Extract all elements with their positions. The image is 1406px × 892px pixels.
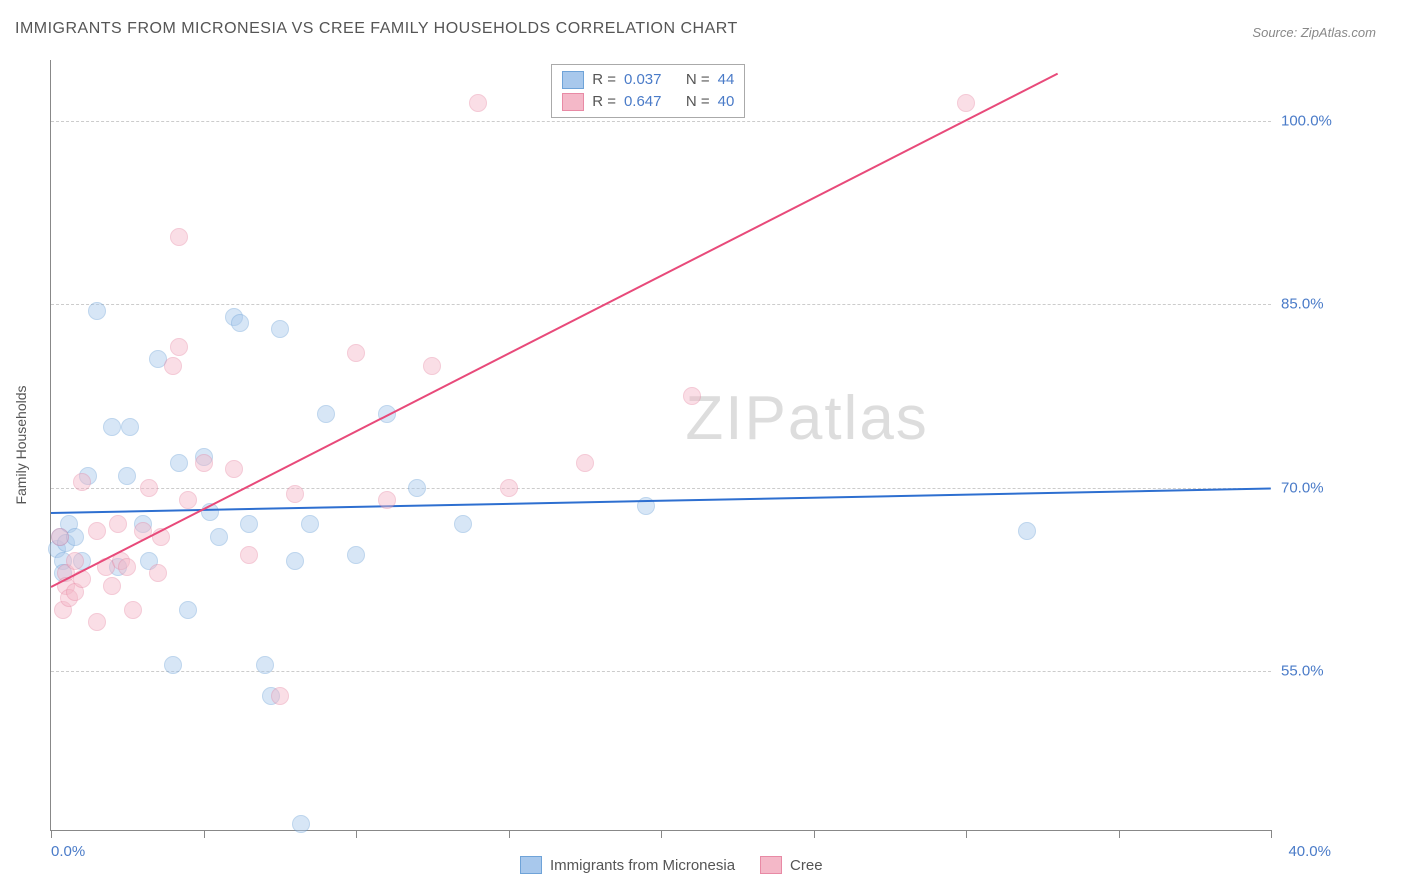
data-point (140, 479, 158, 497)
data-point (240, 515, 258, 533)
legend-swatch (562, 93, 584, 111)
data-point (231, 314, 249, 332)
x-tick-label: 40.0% (1288, 843, 1331, 860)
data-point (88, 302, 106, 320)
legend-swatch (520, 856, 542, 874)
data-point (408, 479, 426, 497)
data-point (957, 94, 975, 112)
data-point (500, 479, 518, 497)
legend-bottom: Immigrants from Micronesia Cree (520, 856, 823, 874)
legend-stats: R = 0.037 N = 44 R = 0.647 N = 40 (551, 64, 745, 118)
y-axis-title: Family Households (13, 385, 29, 504)
data-point (118, 558, 136, 576)
source-attribution: Source: ZipAtlas.com (1252, 25, 1376, 40)
grid-line (51, 671, 1271, 672)
stat-r-value: 0.647 (624, 93, 662, 110)
data-point (292, 815, 310, 833)
data-point (103, 577, 121, 595)
source-label: Source: (1252, 25, 1297, 40)
grid-line (51, 488, 1271, 489)
data-point (469, 94, 487, 112)
x-tick-label: 0.0% (51, 843, 85, 860)
data-point (109, 515, 127, 533)
source-value: ZipAtlas.com (1301, 25, 1376, 40)
x-tick (204, 830, 205, 838)
data-point (51, 528, 69, 546)
grid-line (51, 304, 1271, 305)
stat-n-label: N = (686, 71, 710, 88)
data-point (286, 485, 304, 503)
trend-line (51, 72, 1058, 587)
data-point (347, 546, 365, 564)
data-point (378, 491, 396, 509)
data-point (124, 601, 142, 619)
data-point (170, 454, 188, 472)
y-tick-label: 100.0% (1281, 113, 1351, 130)
stat-r-value: 0.037 (624, 71, 662, 88)
data-point (683, 387, 701, 405)
y-tick-label: 55.0% (1281, 663, 1351, 680)
stat-n-label: N = (686, 93, 710, 110)
legend-label: Immigrants from Micronesia (550, 857, 735, 874)
x-tick (1119, 830, 1120, 838)
data-point (1018, 522, 1036, 540)
data-point (225, 460, 243, 478)
data-point (164, 656, 182, 674)
stat-n-value: 44 (718, 71, 735, 88)
watermark-text: ZIPatlas (685, 383, 928, 454)
stat-r-label: R = (592, 93, 616, 110)
data-point (317, 405, 335, 423)
data-point (423, 357, 441, 375)
x-tick (966, 830, 967, 838)
x-tick (51, 830, 52, 838)
data-point (195, 454, 213, 472)
data-point (118, 467, 136, 485)
data-point (301, 515, 319, 533)
data-point (88, 613, 106, 631)
legend-item: Immigrants from Micronesia (520, 856, 735, 874)
data-point (271, 320, 289, 338)
data-point (210, 528, 228, 546)
data-point (286, 552, 304, 570)
data-point (179, 601, 197, 619)
data-point (347, 344, 365, 362)
data-point (576, 454, 594, 472)
data-point (454, 515, 472, 533)
data-point (170, 228, 188, 246)
data-point (149, 564, 167, 582)
data-point (179, 491, 197, 509)
data-point (271, 687, 289, 705)
data-point (121, 418, 139, 436)
x-tick (661, 830, 662, 838)
data-point (240, 546, 258, 564)
stat-n-value: 40 (718, 93, 735, 110)
chart-title: IMMIGRANTS FROM MICRONESIA VS CREE FAMIL… (15, 20, 738, 38)
data-point (73, 473, 91, 491)
legend-row: R = 0.037 N = 44 (562, 69, 734, 91)
x-tick (1271, 830, 1272, 838)
data-point (88, 522, 106, 540)
legend-item: Cree (760, 856, 823, 874)
x-tick (814, 830, 815, 838)
y-tick-label: 70.0% (1281, 479, 1351, 496)
legend-swatch (562, 71, 584, 89)
scatter-chart: Family Households ZIPatlas 55.0%70.0%85.… (50, 60, 1271, 831)
data-point (170, 338, 188, 356)
y-tick-label: 85.0% (1281, 296, 1351, 313)
legend-label: Cree (790, 857, 823, 874)
stat-r-label: R = (592, 71, 616, 88)
legend-row: R = 0.647 N = 40 (562, 91, 734, 113)
data-point (103, 418, 121, 436)
data-point (164, 357, 182, 375)
legend-swatch (760, 856, 782, 874)
data-point (66, 552, 84, 570)
grid-line (51, 121, 1271, 122)
data-point (256, 656, 274, 674)
x-tick (356, 830, 357, 838)
x-tick (509, 830, 510, 838)
